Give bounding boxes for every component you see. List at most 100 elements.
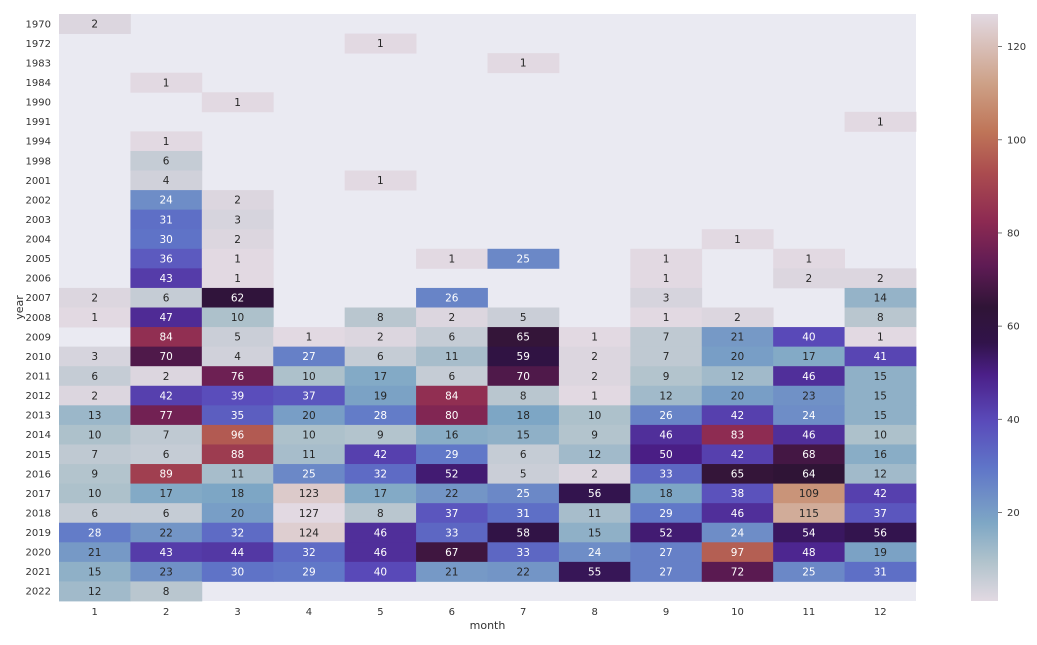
heatmap-cell [558, 464, 631, 484]
cell-value-label: 7 [91, 449, 98, 461]
heatmap-cell [201, 346, 274, 367]
heatmap-cell [558, 483, 631, 504]
cell-value-label: 29 [659, 508, 672, 520]
cell-value-label: 35 [231, 410, 244, 422]
y-tick-label: 1970 [26, 19, 51, 30]
heatmap-cell [201, 209, 274, 230]
cell-value-label: 32 [302, 547, 315, 559]
cell-value-label: 26 [659, 410, 673, 422]
heatmap-cell [630, 522, 703, 543]
cell-value-label: 44 [231, 547, 245, 559]
heatmap-cell [487, 503, 560, 524]
heatmap-cell [130, 307, 203, 328]
heatmap-cell [487, 366, 560, 387]
heatmap-cell [273, 464, 346, 484]
cell-value-label: 46 [802, 429, 816, 441]
heatmap-cell [273, 444, 346, 465]
cell-value-label: 22 [517, 566, 530, 578]
heatmap-cell [130, 385, 203, 406]
heatmap-cell [773, 385, 845, 406]
cell-value-label: 1 [448, 253, 455, 265]
cell-value-label: 1 [163, 136, 170, 148]
heatmap-cell [130, 190, 203, 211]
cell-value-label: 56 [588, 488, 602, 500]
heatmap-cell [773, 522, 845, 543]
cell-value-label: 12 [874, 469, 887, 481]
cell-value-label: 47 [159, 312, 172, 324]
cell-value-label: 2 [806, 273, 813, 285]
cell-value-label: 9 [91, 469, 98, 481]
heatmap-cell [344, 522, 417, 543]
cell-value-label: 1 [663, 273, 670, 285]
cell-value-label: 10 [88, 488, 101, 500]
cell-value-label: 124 [299, 527, 319, 539]
heatmap-cell [273, 561, 346, 582]
heatmap-cell [130, 464, 203, 484]
heatmap-cell [130, 366, 203, 387]
heatmap-cell [773, 405, 845, 426]
cell-value-label: 127 [299, 508, 319, 520]
cell-value-label: 1 [377, 175, 384, 187]
heatmap-cell [630, 327, 703, 348]
heatmap-cell [344, 307, 417, 328]
cell-value-label: 43 [159, 547, 172, 559]
cell-value-label: 2 [377, 332, 384, 344]
cell-value-label: 31 [517, 508, 530, 520]
cell-value-label: 67 [445, 547, 458, 559]
heatmap-cell [201, 385, 274, 406]
heatmap-cell [773, 483, 845, 504]
heatmap-cell [487, 424, 560, 445]
cell-value-label: 7 [663, 351, 670, 363]
heatmap-cell [130, 72, 203, 93]
heatmap-cell [558, 366, 631, 387]
x-tick-label: 6 [449, 607, 455, 618]
cell-value-label: 3 [234, 214, 241, 226]
heatmap-cell [416, 405, 488, 426]
heatmap-cell [59, 464, 131, 484]
heatmap-cell [344, 424, 417, 445]
heatmap-cell [558, 503, 631, 524]
heatmap-cell [701, 483, 774, 504]
heatmap-cell [630, 248, 703, 269]
heatmap-cell [558, 522, 631, 543]
y-tick-label: 1991 [26, 117, 51, 128]
heatmap-cell [59, 581, 131, 602]
colorbar-tick-label: 20 [1007, 508, 1020, 519]
heatmap-cell [344, 327, 417, 348]
cell-value-label: 50 [659, 449, 672, 461]
heatmap-cell [773, 444, 845, 465]
y-tick-label: 2014 [26, 430, 51, 441]
cell-value-label: 2 [591, 371, 598, 383]
y-tick-label: 2015 [26, 450, 51, 461]
heatmap-cell [487, 444, 560, 465]
cell-value-label: 2 [163, 371, 170, 383]
cell-value-label: 19 [874, 547, 887, 559]
heatmap-cell [130, 229, 203, 250]
cell-value-label: 11 [588, 508, 601, 520]
cell-value-label: 11 [231, 469, 244, 481]
heatmap-cell [59, 522, 131, 543]
heatmap-cell [130, 522, 203, 543]
y-tick-label: 1983 [26, 58, 51, 69]
heatmap-cell [773, 464, 845, 484]
cell-value-label: 8 [377, 312, 384, 324]
cell-value-label: 8 [377, 508, 384, 520]
heatmap-cell [487, 248, 560, 269]
heatmap-cell [630, 405, 703, 426]
heatmap-cell [130, 209, 203, 230]
cell-value-label: 2 [91, 293, 98, 305]
cell-value-label: 22 [159, 527, 172, 539]
cell-value-label: 18 [231, 488, 244, 500]
heatmap-cell [773, 248, 845, 269]
cell-value-label: 23 [802, 390, 815, 402]
heatmap-cell [773, 346, 845, 367]
cell-value-label: 28 [88, 527, 101, 539]
heatmap-cell [344, 170, 417, 191]
heatmap-cell [201, 268, 274, 289]
cell-value-label: 28 [374, 410, 387, 422]
cell-value-label: 1 [163, 77, 170, 89]
heatmap-cell [344, 405, 417, 426]
y-tick-label: 2008 [26, 313, 51, 324]
cell-value-label: 84 [445, 390, 459, 402]
heatmap-cell [130, 346, 203, 367]
